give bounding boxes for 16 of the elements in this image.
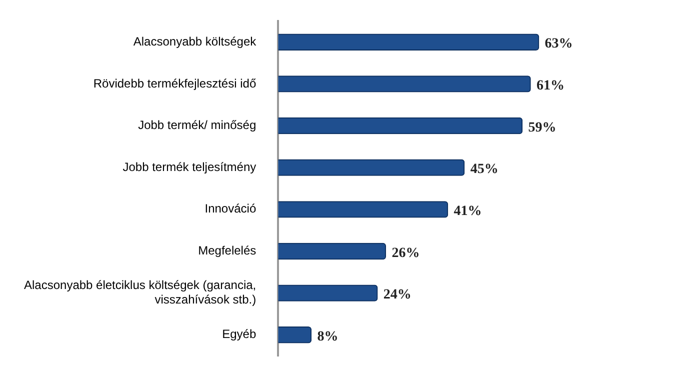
y-tick-label: Rövidebb termékfejlesztési idő: [93, 76, 256, 90]
data-label: 61%: [536, 78, 565, 94]
y-tick-label: Jobb termék/ minőség: [138, 118, 256, 132]
data-label: 63%: [544, 36, 573, 52]
y-tick-label: Jobb termék teljesítmény: [122, 160, 256, 174]
data-label: 8%: [317, 329, 338, 344]
y-tick-label: Egyéb: [222, 327, 256, 342]
y-tick-label: Innováció: [204, 202, 256, 216]
data-label: 24%: [383, 288, 412, 303]
data-label: 26%: [392, 246, 420, 261]
y-tick-label: Megfelelés: [198, 244, 256, 258]
data-label: 45%: [470, 162, 498, 178]
data-label: 59%: [528, 120, 556, 136]
y-tick-label: Alacsonyabb költségek: [133, 34, 258, 48]
data-label: 41%: [454, 204, 482, 220]
y-tick-label: Alacsonyabb életciklus költségek (garancia, visszahívások stb.): [24, 278, 256, 307]
